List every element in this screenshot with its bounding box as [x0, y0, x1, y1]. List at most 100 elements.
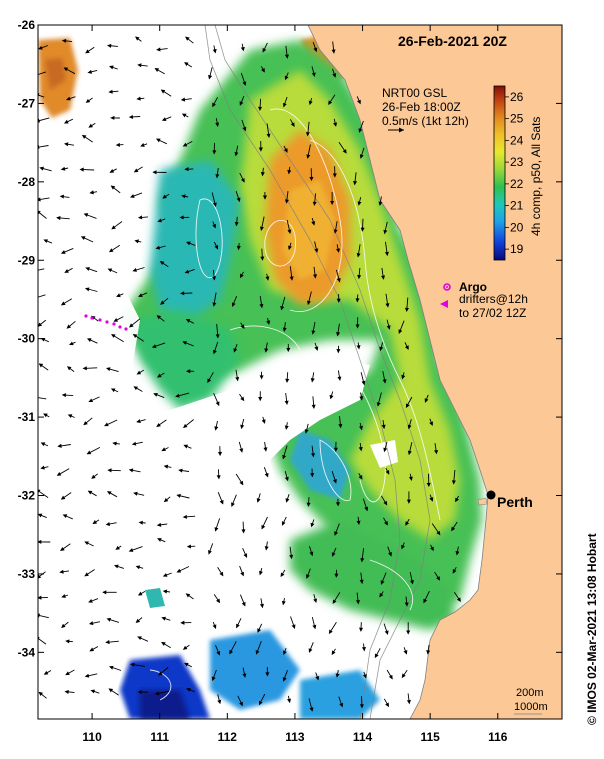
current-vector-head	[115, 545, 120, 550]
current-vector-head	[132, 267, 137, 272]
current-vector-head	[384, 251, 389, 257]
x-tick-label: 111	[150, 730, 169, 744]
current-vector-head	[455, 551, 460, 556]
current-vector-head	[261, 524, 266, 530]
current-vector-head	[111, 334, 116, 338]
current-vector-head	[133, 168, 139, 173]
current-vector-head	[336, 277, 341, 283]
current-vector-head	[175, 393, 180, 398]
current-vector-head	[239, 701, 243, 707]
current-vector-head	[380, 580, 385, 585]
current-vector-head	[163, 497, 169, 503]
current-vector-head	[211, 676, 216, 682]
current-vector-head	[305, 132, 310, 137]
current-vector-head	[361, 646, 366, 652]
current-vector-head	[304, 429, 309, 434]
current-vector-head	[311, 221, 316, 226]
current-vector-head	[358, 446, 363, 452]
current-vector-head	[130, 662, 135, 667]
current-vector-head	[311, 330, 316, 335]
current-vector-head	[240, 424, 245, 430]
current-vector-head	[376, 402, 381, 407]
map-title: 26-Feb-2021 20Z	[398, 33, 507, 49]
current-vector-head	[83, 421, 88, 426]
current-vector-head	[284, 400, 289, 406]
current-vector	[38, 268, 45, 271]
current-vector-head	[284, 54, 289, 59]
current-vector-head	[64, 269, 69, 273]
current-vector-head	[313, 598, 318, 603]
current-vector-head	[106, 491, 112, 495]
current-vector-head	[288, 245, 292, 251]
current-vector-head	[38, 45, 43, 50]
current-vector-head	[313, 47, 318, 53]
current-vector-head	[212, 302, 217, 307]
current-vector-head	[306, 502, 311, 507]
current-vector-head	[115, 142, 121, 147]
current-vector-head	[406, 699, 411, 705]
current-vector-head	[133, 386, 138, 391]
current-vector-head	[281, 600, 286, 606]
current-vector-head	[357, 274, 362, 280]
current-vector-head	[214, 244, 219, 250]
current-vector-head	[60, 250, 66, 254]
current-vector-head	[84, 287, 90, 292]
y-tick-label: -29	[18, 253, 36, 267]
current-vector-head	[217, 699, 222, 705]
current-vector-head	[138, 520, 143, 525]
current-vector-head	[64, 142, 69, 147]
current-vector-head	[57, 443, 62, 448]
current-vector-head	[287, 229, 292, 235]
current-vector-head	[162, 573, 168, 577]
current-vector-head	[134, 239, 140, 244]
current-vector-head	[356, 253, 361, 258]
argo-legend: Argo drifters@12h to 27/02 12Z	[440, 280, 528, 320]
current-vector-head	[332, 73, 337, 78]
current-vector-head	[102, 590, 107, 595]
current-vector	[38, 94, 45, 98]
current-vector-head	[434, 449, 439, 455]
current-vector-head	[259, 226, 264, 232]
current-vector-head	[109, 665, 114, 670]
drifters-label-line1: drifters@12h	[459, 292, 528, 306]
current-vector-head	[106, 367, 111, 372]
current-vector-head	[333, 229, 338, 234]
current-vector-head	[259, 570, 263, 576]
current-vector-head	[289, 554, 294, 560]
current-vector-head	[355, 298, 360, 303]
current-vector-head	[160, 300, 165, 305]
current-vector-head	[282, 454, 287, 460]
current-vector-head	[128, 114, 134, 120]
current-vector-head	[160, 89, 166, 94]
y-tick-label: -32	[18, 489, 36, 503]
current-vector-head	[104, 422, 109, 427]
drifters-label-line2: to 27/02 12Z	[459, 306, 526, 320]
current-vector-head	[405, 403, 410, 408]
current-vector-head	[176, 568, 182, 573]
current-vector-head	[259, 375, 264, 380]
current-vector-head	[182, 645, 188, 650]
current-vector-head	[182, 423, 188, 429]
current-vector-head	[378, 201, 383, 207]
current-vector-head	[186, 369, 191, 374]
current-vector-head	[257, 628, 262, 633]
current-vector-head	[106, 43, 112, 48]
current-vector-head	[154, 68, 160, 72]
current-vector-head	[257, 106, 263, 112]
current-vector-head	[61, 393, 67, 398]
current-vector-head	[334, 573, 339, 578]
current-vector-head	[61, 38, 67, 43]
depth-legend: 200m 1000m	[514, 687, 548, 715]
current-vector-head	[337, 376, 342, 381]
current-vector-head	[239, 480, 244, 486]
current-vector-head	[137, 636, 142, 641]
current-vector-head	[212, 102, 216, 108]
current-vector-head	[311, 453, 316, 458]
current-vector-head	[186, 688, 191, 692]
current-vector-head	[43, 413, 48, 418]
current-vector-head	[43, 670, 49, 675]
current-vector-head	[305, 574, 310, 579]
current-vector-head	[62, 514, 68, 519]
current-vector-head	[262, 195, 268, 200]
current-vector-head	[215, 334, 220, 339]
